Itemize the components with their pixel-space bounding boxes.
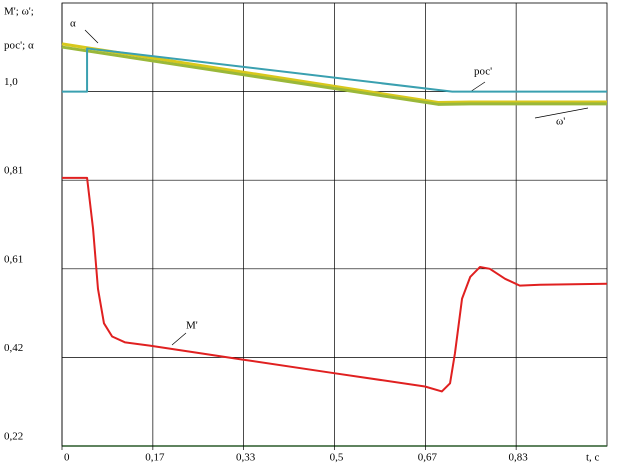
x-tick-label: 0,5 <box>330 452 344 464</box>
leader <box>469 81 486 93</box>
series-line <box>61 42 607 105</box>
x-tick-label: 0 <box>64 452 70 464</box>
leader <box>171 332 187 346</box>
series-label: pос' <box>474 66 492 78</box>
x-label: t, c <box>586 452 600 464</box>
series-line <box>62 47 607 93</box>
leader <box>84 29 99 44</box>
series-label: α <box>70 18 76 30</box>
x-tick-label: 0,67 <box>418 452 438 464</box>
y-tick-label: 0,61 <box>4 253 23 265</box>
series-label: M' <box>186 320 198 332</box>
y-tick-label: 0,42 <box>4 342 23 354</box>
x-tick-label: 0,33 <box>236 452 256 464</box>
leader <box>534 107 589 119</box>
y-label: M'; ω'; <box>4 6 34 18</box>
series-line <box>62 176 608 393</box>
y-tick-label: 0,81 <box>4 165 23 177</box>
y-label: pос'; α <box>4 40 34 52</box>
y-tick-label: 0,22 <box>4 431 23 443</box>
x-tick-label: 0,83 <box>509 452 529 464</box>
x-tick-label: 0,17 <box>145 452 165 464</box>
series-label: ω' <box>556 116 565 128</box>
series-line <box>61 45 607 106</box>
y-tick-label: 1,0 <box>4 76 18 88</box>
